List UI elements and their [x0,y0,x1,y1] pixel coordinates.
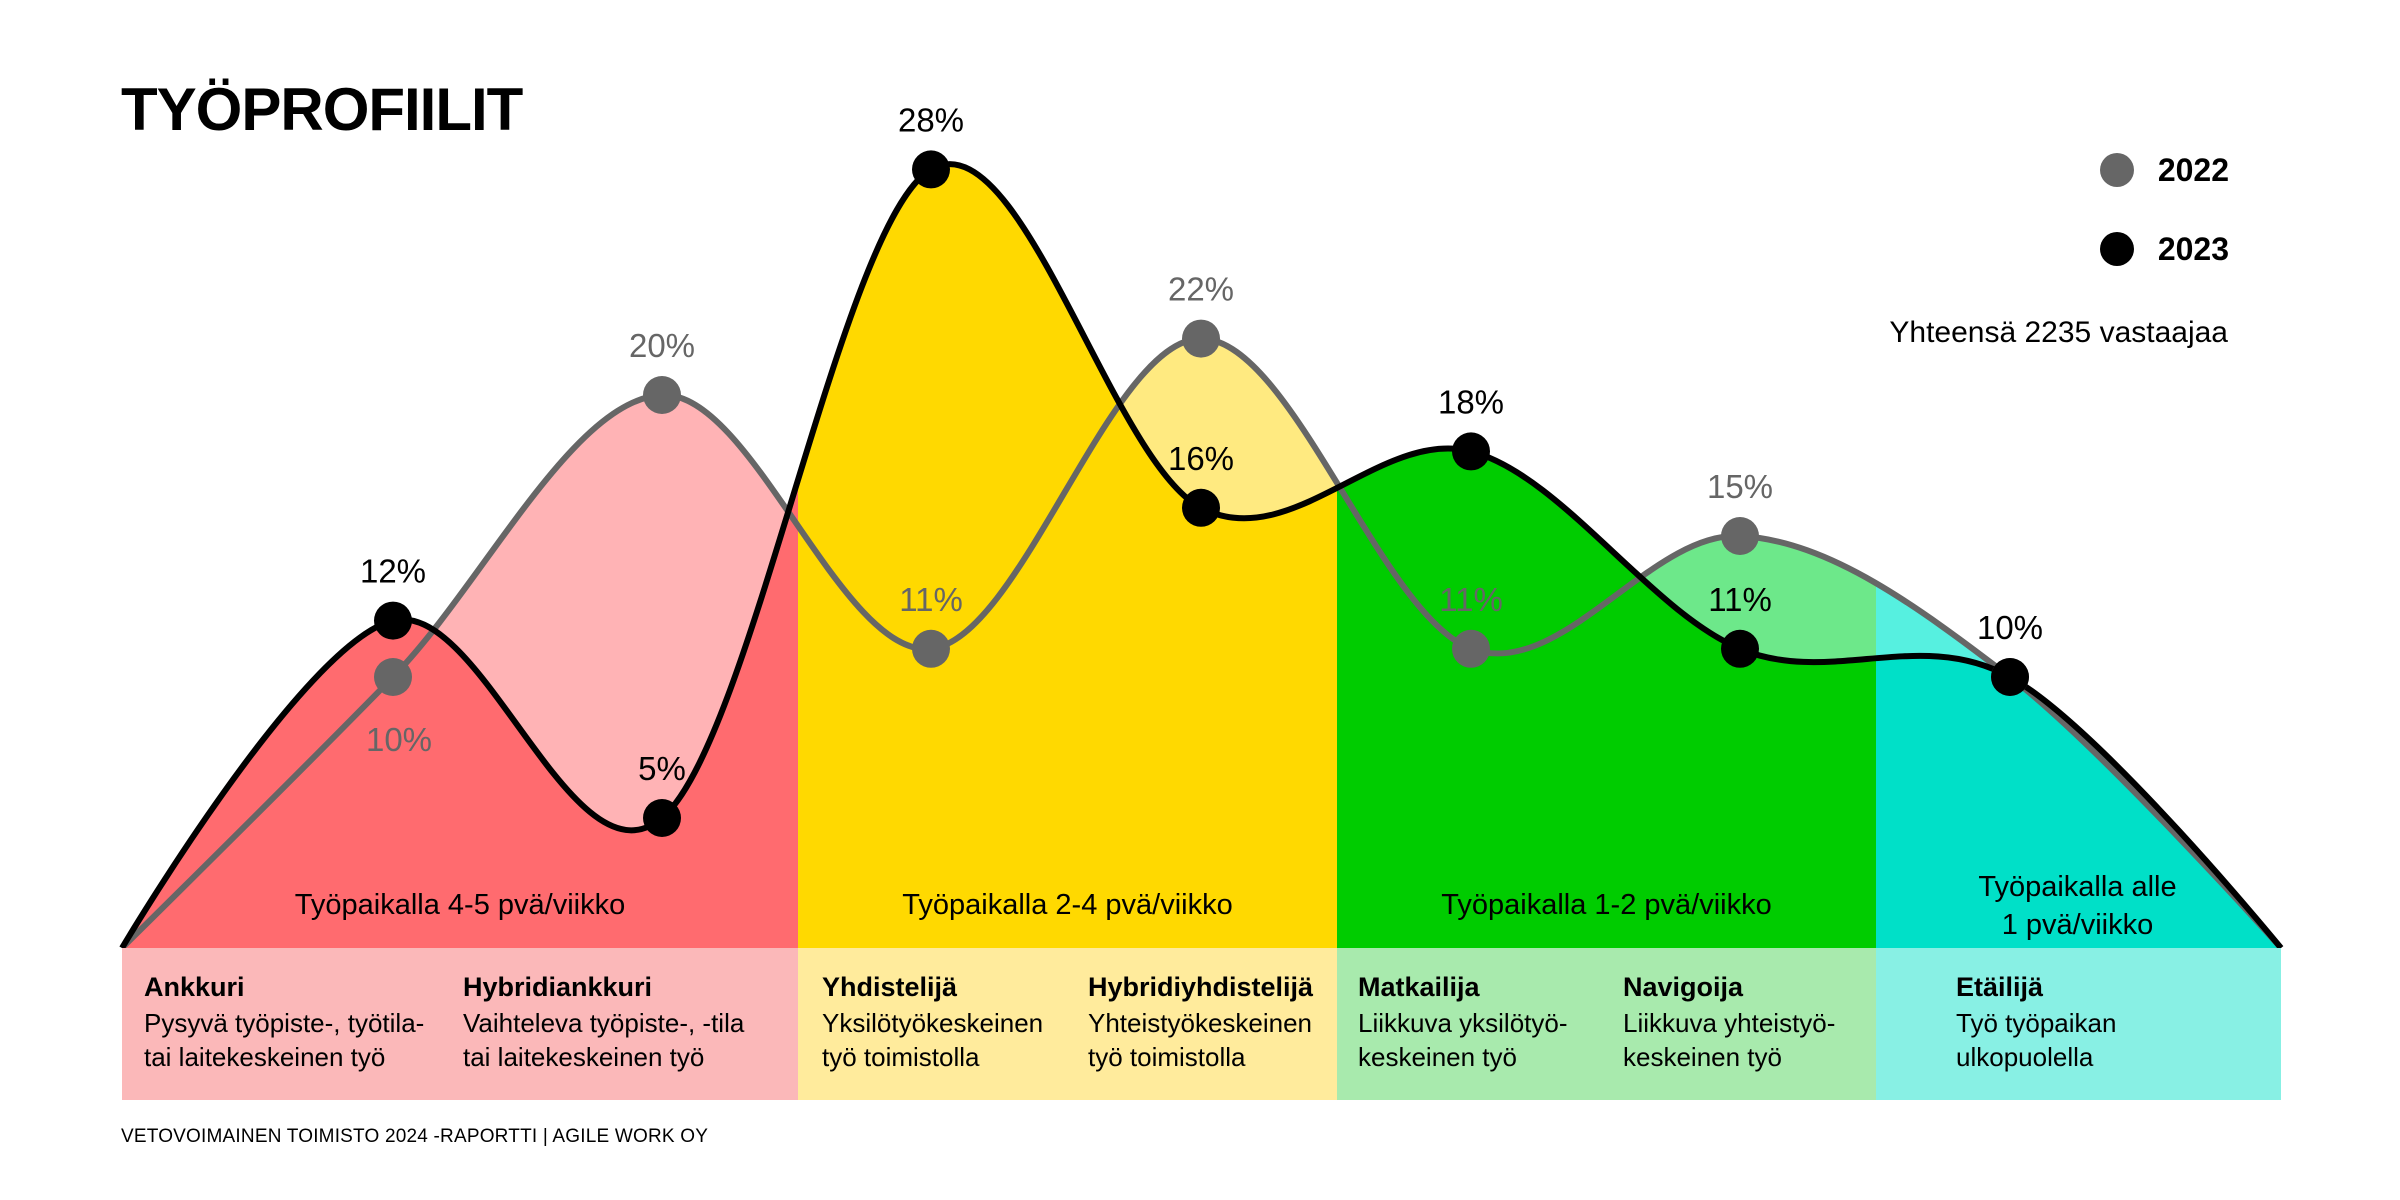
profile-4-1: Etäilijä Työ työpaikan ulkopuolella [1956,970,2116,1074]
point-2022-5 [1452,629,1490,668]
page-title: TYÖPROFIILIT [121,76,523,143]
profile-2-1: Yhdistelijä Yksilötyökeskeinen työ toimis… [822,970,1043,1074]
data-label-2023-5: 18% [1438,383,1504,420]
data-label-2023-2: 5% [638,750,686,787]
area-2023-band-3 [1337,164,1876,948]
data-label-2023-1: 12% [360,553,426,590]
point-2022-4 [1182,319,1220,358]
point-2023-1 [374,601,412,640]
point-2023-5 [1452,432,1490,471]
profile-description: Yksilötyökeskeinen työ toimistolla [822,1008,1044,1072]
profile-name: Hybridiankkuri [463,972,653,1002]
data-label-2023-4: 16% [1168,440,1234,477]
data-label-2023-6: 11% [1708,581,1772,618]
data-label-2023-3: 28% [898,101,964,138]
profile-description: Liikkuva yhteistyö- keskeinen työ [1623,1008,1836,1072]
profile-name: Yhdistelijä [822,972,958,1002]
point-2022-1 [374,658,412,696]
category-label-2: Työpaikalla 2-4 pvä/viikko [902,889,1232,921]
legend-label-2023: 2023 [2157,230,2229,267]
point-2023-7 [1991,658,2029,696]
profile-3-2: Navigoija Liikkuva yhteistyö- keskeinen t… [1623,970,1835,1074]
category-label-4: Työpaikalla alle 1 pvä/viikko [1978,871,2176,941]
profile-box-1 [122,948,798,1100]
respondent-total: Yhteensä 2235 vastaajaa [1889,316,2228,349]
profile-box-2 [798,948,1337,1100]
profile-description: Pysyvä työpiste-, työtila- tai laitekesk… [144,1008,425,1072]
profile-name: Hybridiyhdistelijä [1088,972,1314,1002]
profile-description: Yhteistyökeskeinen työ toimistolla [1088,1008,1313,1072]
data-label-2022-2: 20% [629,327,695,364]
point-2022-3 [912,629,950,668]
category-labels: Työpaikalla 4-5 pvä/viikko Työpaikalla 2-… [295,871,2177,941]
data-points [374,150,2029,837]
data-label-2022-6: 15% [1707,468,1773,505]
legend-item-2023: 2023 [2099,229,2229,269]
area-2023-band-4 [1876,164,2281,948]
point-2023-2 [643,799,681,837]
profile-box-4 [1876,948,2281,1100]
profile-name: Etäilijä [1956,972,2044,1002]
legend: 2022 2023 [2099,150,2229,308]
point-2023-4 [1182,488,1220,527]
legend-label-2022: 2022 [2157,151,2229,188]
data-labels: 10% 20% 11% 22% 11% 15% 12% 5% 28% 16% 18% 11% 10% [360,101,2043,787]
data-label-2023-7: 10% [1977,609,2043,646]
profile-3-1: Matkailija Liikkuva yksilötyö- keskeinen … [1358,970,1568,1074]
profile-name: Ankkuri [144,972,245,1002]
point-2022-6 [1721,517,1759,555]
series-lines [119,161,2284,951]
category-label-1: Työpaikalla 4-5 pvä/viikko [295,889,625,921]
legend-marker-2023 [2099,232,2134,266]
profile-name: Matkailija [1358,972,1480,1002]
profile-1-2: Hybridiankkuri Vaihteleva työpiste-, -til… [463,970,744,1074]
legend-marker-2022 [2099,153,2134,187]
profile-description: Liikkuva yksilötyö- keskeinen työ [1358,1008,1568,1072]
point-2022-2 [643,376,681,414]
profile-2-2: Hybridiyhdistelijä Yhteistyökeskeinen työ… [1088,970,1313,1074]
point-2023-6 [1721,629,1759,668]
category-label-3: Työpaikalla 1-2 pvä/viikko [1441,889,1771,921]
profile-description: Työ työpaikan ulkopuolella [1956,1008,2117,1072]
data-label-2022-4: 22% [1168,271,1234,308]
data-label-2022-3: 11% [899,581,963,618]
profile-name: Navigoija [1623,972,1744,1002]
point-2023-3 [912,150,950,189]
series-line-2023 [119,161,2284,950]
data-label-2022-5: 11% [1439,581,1503,618]
profile-description: Vaihteleva työpiste-, -tila tai laitekes… [463,1008,745,1072]
profile-1-1: Ankkuri Pysyvä työpiste-, työtila- tai la… [144,970,424,1074]
series-line-2022 [119,335,2284,951]
legend-item-2022: 2022 [2099,150,2229,190]
data-label-2022-1: 10% [366,721,432,758]
footer: VETOVOIMAINEN TOIMISTO 2024 -RAPORTTI | … [121,1126,709,1147]
profile-box-3 [1337,948,1876,1100]
